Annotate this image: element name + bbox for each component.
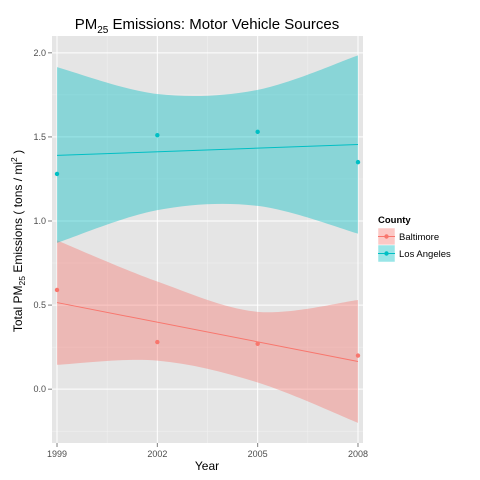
baltimore-fit-line bbox=[56, 302, 359, 362]
legend: County Baltimore Los Angeles bbox=[377, 215, 451, 263]
baltimore-point bbox=[155, 339, 160, 345]
y-tick-label: 0.5 bbox=[33, 300, 46, 310]
x-tick-label: 2005 bbox=[248, 449, 268, 459]
chart-title: PM25 Emissions: Motor Vehicle Sources bbox=[75, 16, 340, 36]
minor-gridlines bbox=[52, 36, 363, 443]
y-tick-label: 0.0 bbox=[33, 384, 46, 394]
los-angeles-legend-label: Los Angeles bbox=[399, 249, 451, 260]
los-angeles-point bbox=[54, 171, 60, 177]
baltimore-legend-label: Baltimore bbox=[399, 232, 439, 243]
x-axis-title: Year bbox=[195, 459, 219, 473]
y-axis: 0.0 0.5 1.0 1.5 2.0 bbox=[33, 48, 52, 394]
baltimore-point bbox=[355, 353, 361, 358]
data-points bbox=[54, 129, 361, 358]
los-angeles-legend-point bbox=[384, 251, 389, 256]
x-tick-label: 2008 bbox=[348, 449, 368, 459]
fit-lines bbox=[56, 143, 359, 362]
major-gridlines bbox=[52, 36, 363, 443]
baltimore-point bbox=[255, 341, 260, 346]
y-tick-label: 1.0 bbox=[33, 216, 46, 226]
y-tick-label: 1.5 bbox=[33, 132, 46, 142]
los-angeles-point bbox=[255, 129, 260, 135]
x-axis: 1999 2002 2005 2008 bbox=[47, 443, 368, 459]
los-angeles-fit-line bbox=[56, 143, 359, 156]
legend-title: County bbox=[378, 215, 411, 226]
x-tick-label: 2002 bbox=[147, 449, 167, 459]
x-tick-label: 1999 bbox=[47, 449, 67, 459]
baltimore-legend-point bbox=[384, 234, 389, 239]
y-axis-title: Total PM25 Emissions ( tons / mi2 ) bbox=[9, 150, 27, 332]
los-angeles-confidence-band bbox=[57, 55, 358, 243]
los-angeles-point bbox=[155, 133, 160, 138]
los-angeles-point bbox=[355, 159, 361, 165]
y-tick-label: 2.0 bbox=[33, 48, 46, 58]
baltimore-point bbox=[54, 287, 60, 293]
